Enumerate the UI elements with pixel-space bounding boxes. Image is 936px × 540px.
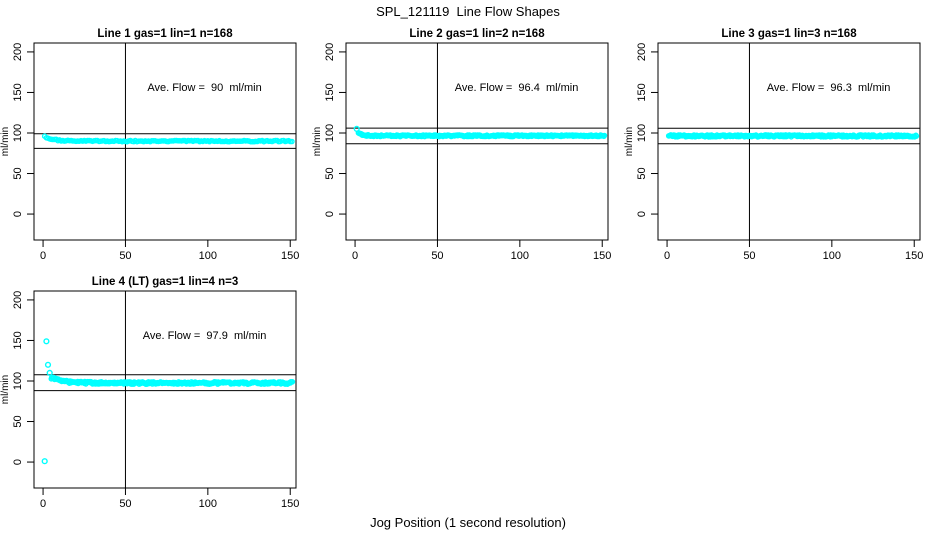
x-tick-label: 50 (431, 250, 443, 262)
outlier-data-point (43, 338, 50, 345)
subplot-line-3: Line 3 gas=1 lin=3 n=168 0 50 100 150 200 0 50 1… (624, 28, 923, 262)
x-axis-label: Jog Position (1 second resolution) (370, 515, 566, 530)
y-axis-title: ml/min (0, 375, 11, 404)
x-tick-label: 150 (905, 250, 923, 262)
subplot-title: Line 4 (LT) gas=1 lin=4 n=3 (92, 276, 238, 288)
plot-box (345, 42, 609, 241)
x-tick-label: 50 (119, 250, 131, 262)
plot-box (33, 42, 297, 241)
y-tick-label: 50 (324, 167, 336, 179)
subplot-title: Line 3 gas=1 lin=3 n=168 (721, 28, 857, 40)
x-tick-label: 0 (664, 250, 670, 262)
plot-box (33, 290, 297, 489)
y-tick-label: 100 (324, 124, 336, 142)
y-tick-label: 0 (636, 211, 648, 217)
avg-flow-annotation: Ave. Flow = 97.9 ml/min (143, 330, 267, 342)
avg-flow-annotation: Ave. Flow = 90 ml/min (147, 82, 261, 94)
y-tick-label: 200 (636, 43, 648, 61)
avg-flow-annotation: Ave. Flow = 96.3 ml/min (767, 82, 891, 94)
y-tick-label: 0 (324, 211, 336, 217)
data-points (41, 133, 295, 145)
subplot-line-4: Line 4 (LT) gas=1 lin=4 n=30501001502000… (0, 276, 299, 510)
data-point (601, 132, 608, 139)
data-points (665, 132, 920, 140)
y-tick-label: 100 (12, 124, 24, 142)
y-tick-label: 0 (12, 459, 24, 465)
outlier-data-point (41, 458, 48, 465)
outlier-data-point (353, 125, 360, 133)
x-tick-label: 50 (743, 250, 755, 262)
x-axis: 0 50 100 150 (352, 240, 611, 262)
y-axis: 0 50 100 150 200 (12, 291, 34, 465)
subplot-title: Line 1 gas=1 lin=1 n=168 (97, 28, 233, 40)
x-axis: 0 50 100 150 (40, 488, 299, 510)
y-axis-title: ml/min (312, 127, 323, 156)
x-axis: 0 50 100 150 (664, 240, 923, 262)
y-tick-label: 0 (12, 211, 24, 217)
x-tick-label: 0 (352, 250, 358, 262)
x-tick-label: 50 (119, 498, 131, 510)
x-axis: 0 50 100 150 (40, 240, 299, 262)
y-tick-label: 150 (324, 83, 336, 101)
x-tick-label: 100 (199, 498, 217, 510)
y-tick-label: 100 (12, 372, 24, 390)
data-points (41, 338, 296, 465)
figure-title: SPL_121119 Line Flow Shapes (376, 4, 560, 19)
outlier-data-point (44, 361, 52, 368)
y-tick-label: 200 (324, 43, 336, 61)
y-axis-title: ml/min (0, 127, 11, 156)
plot-box (657, 42, 921, 241)
y-tick-label: 50 (12, 167, 24, 179)
y-tick-label: 200 (12, 43, 24, 61)
data-point (289, 379, 296, 385)
subplot-line-1: Line 1 gas=1 lin=1 n=168 0 50 100 150 200 0 50 1… (0, 28, 299, 262)
outlier-data-point (46, 369, 53, 377)
y-axis: 0 50 100 150 200 (324, 43, 346, 217)
y-tick-label: 100 (636, 124, 648, 142)
y-axis: 0 50 100 150 200 (636, 43, 658, 217)
x-tick-label: 100 (511, 250, 529, 262)
y-axis: 0 50 100 150 200 (12, 43, 34, 217)
data-point (913, 133, 920, 139)
y-tick-label: 150 (12, 83, 24, 101)
data-points (353, 125, 608, 140)
y-axis-title: ml/min (624, 127, 635, 156)
y-tick-label: 200 (12, 291, 24, 309)
y-tick-label: 50 (636, 167, 648, 179)
x-tick-label: 150 (281, 250, 299, 262)
subplot-line-2: Line 2 gas=1 lin=2 n=168 0 50 100 150 200 0 50 1… (312, 28, 611, 262)
x-tick-label: 100 (823, 250, 841, 262)
y-tick-label: 50 (12, 415, 24, 427)
x-tick-label: 0 (40, 498, 46, 510)
subplot-title: Line 2 gas=1 lin=2 n=168 (409, 28, 545, 40)
y-tick-label: 150 (636, 83, 648, 101)
x-tick-label: 100 (199, 250, 217, 262)
x-tick-label: 0 (40, 250, 46, 262)
x-tick-label: 150 (593, 250, 611, 262)
data-point (289, 138, 295, 145)
x-tick-label: 150 (281, 498, 299, 510)
y-tick-label: 150 (12, 331, 24, 349)
avg-flow-annotation: Ave. Flow = 96.4 ml/min (455, 82, 579, 94)
